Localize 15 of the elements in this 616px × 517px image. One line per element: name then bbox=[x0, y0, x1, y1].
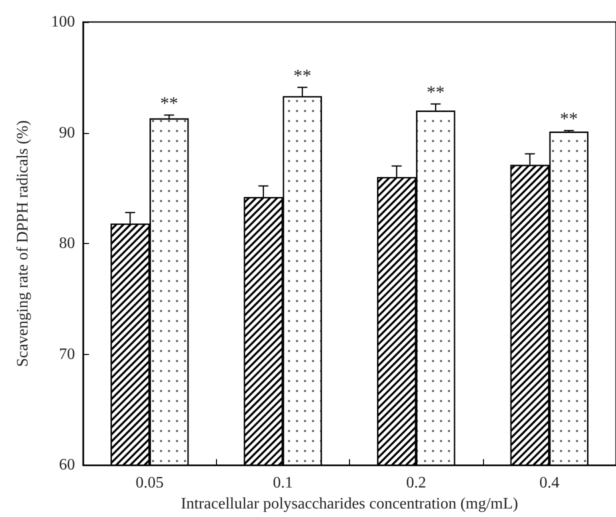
y-tick-label: 90 bbox=[59, 124, 75, 142]
annotation: ** bbox=[160, 93, 178, 114]
y-tick-label: 70 bbox=[59, 346, 75, 363]
x-tick-label: 0.4 bbox=[539, 474, 560, 492]
x-tick-label: 0.05 bbox=[136, 474, 164, 492]
y-axis-title: Scavenging rate of DPPH radicals (%) bbox=[14, 120, 32, 367]
annotation: ** bbox=[426, 82, 445, 102]
annotation: ** bbox=[560, 108, 578, 129]
annotation: ** bbox=[293, 65, 312, 86]
x-tick-label: 0.2 bbox=[406, 474, 426, 492]
y-tick-label: 100 bbox=[51, 14, 75, 30]
y-tick-label: 80 bbox=[59, 235, 75, 252]
x-axis-title: Intracellular polysaccharides concentration (mg/mL) bbox=[180, 496, 518, 512]
x-tick-label: 0.1 bbox=[272, 474, 293, 492]
y-tick-label: 60 bbox=[59, 456, 75, 474]
